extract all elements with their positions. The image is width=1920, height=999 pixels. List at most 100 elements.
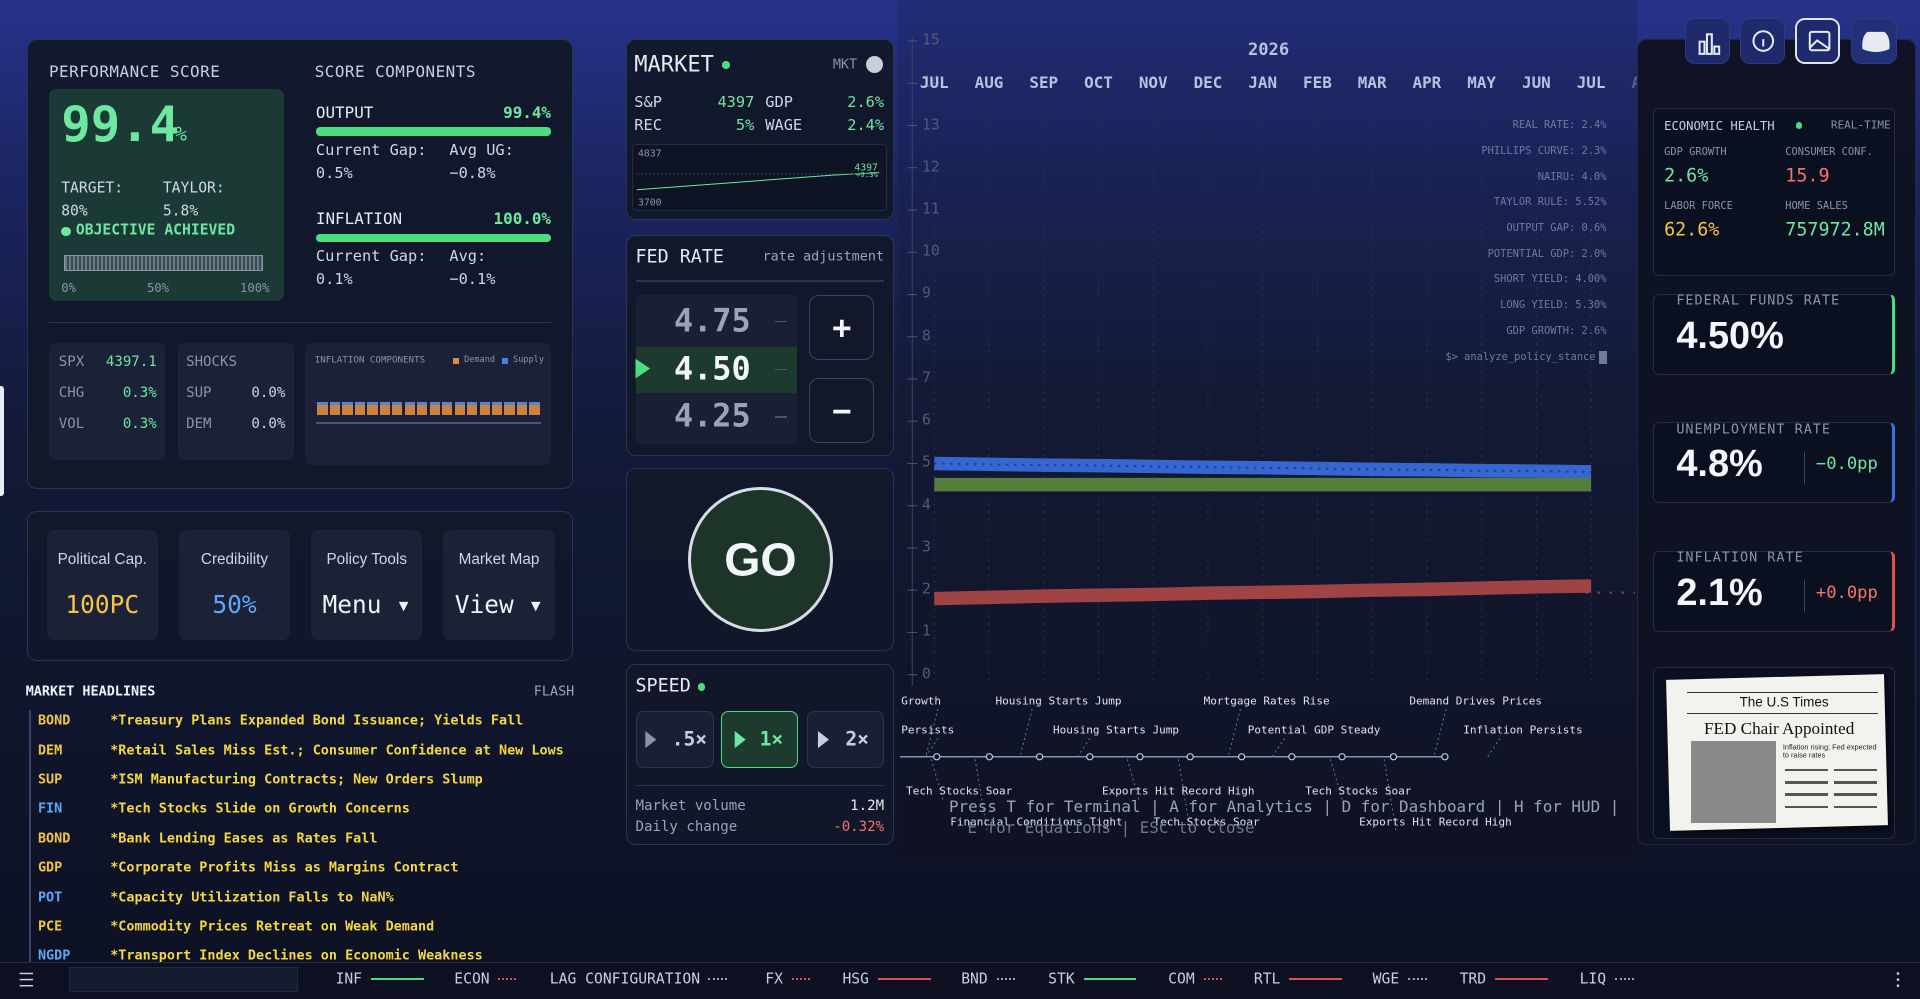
rate-option[interactable]: 4.25 [673,397,751,436]
tile-value[interactable]: 50% [212,589,257,619]
toolbar-button[interactable] [1795,18,1841,64]
scale-label: 50% [146,280,170,295]
tile[interactable] [178,530,291,641]
gap-label: Current Gap: [315,140,427,159]
go-label[interactable]: GO [724,532,797,585]
headline-text[interactable]: *ISM Manufacturing Contracts; New Orders… [110,772,483,788]
bottom-tab[interactable]: STK [1048,970,1075,988]
headlines-badge: FLASH [533,684,575,700]
gap-label: Current Gap: [315,247,427,266]
headline-text[interactable]: *Retail Sales Miss Est.; Consumer Confid… [110,742,564,758]
tile[interactable] [443,530,555,641]
indicator: LONG YIELD: 5.30% [1500,299,1607,312]
toolbar-button[interactable] [1684,18,1731,64]
headline-text[interactable]: *Bank Lending Eases as Rates Fall [110,831,378,847]
go-button[interactable] [688,487,833,632]
headline-text[interactable]: *Transport Index Declines on Economic We… [110,948,483,964]
bottom-tab[interactable]: FX [765,970,783,988]
y-tick-label: 14 [922,73,940,91]
event-connector [1487,738,1501,758]
rate-option[interactable]: 4.50 [673,349,751,388]
bottom-tab[interactable]: COM [1168,970,1195,988]
stat-label: CHG [58,384,85,401]
headline-text[interactable]: *Corporate Profits Miss as Margins Contr… [110,860,459,876]
bottom-tab[interactable]: LAG CONFIGURATION [549,970,701,988]
legend-label: Demand [464,355,496,366]
increase-label[interactable]: + [832,308,852,347]
newspaper-headline: FED Chair Appointed [1704,718,1855,738]
tab-indicator [1615,978,1634,981]
speed-label[interactable]: 2× [845,727,869,751]
mini-bar [417,401,428,416]
avg-value: −0.8% [449,164,496,183]
component-bar [315,127,551,136]
masthead-rule [1687,712,1879,714]
y-tick-label: 2 [922,580,931,598]
newspaper-line [1785,793,1829,796]
y-tick-label: 13 [922,116,940,134]
bottom-tab[interactable]: TRD [1459,970,1487,988]
event-connector [1227,708,1241,757]
bottom-tab[interactable]: INF [335,970,363,988]
spark-last: 4397 [854,162,878,174]
divider [635,280,885,282]
headline-text[interactable]: *Capacity Utilization Falls to NaN% [110,889,394,905]
indicator: SHORT YIELD: 4.00% [1493,273,1607,286]
bottom-tab[interactable]: ECON [454,970,490,988]
toolbar-button[interactable] [1851,18,1897,64]
event-connector [1271,738,1285,758]
bottom-tab[interactable]: LIQ [1579,970,1607,988]
newspaper-line [1834,805,1878,809]
x-tick-label: JUL [919,73,949,93]
shocks-box [177,342,294,461]
increase-button[interactable] [809,295,875,360]
market-label: S&P [634,93,662,112]
x-tick-label: JAN [1248,73,1278,93]
stat-label: VOL [58,415,85,432]
bottom-tab[interactable]: BND [961,970,988,988]
y-tick-label: 6 [922,411,931,429]
change-value: -0.32% [833,818,885,835]
masthead-rule [1687,691,1879,694]
rate-card-value: 4.8% [1676,443,1763,486]
speed-label[interactable]: .5× [671,727,708,751]
market-label: GDP [765,93,793,112]
newspaper-photo [1691,740,1776,823]
rate-dash [775,416,788,418]
legend-label: Supply [513,355,544,366]
tile-label: Market Map [458,550,540,568]
sparkline-box [631,144,887,211]
panel-title: ECONOMIC HEALTH [1664,119,1775,134]
speed-button[interactable] [721,711,799,768]
y-tick-label: 11 [922,200,940,218]
x-tick-label: MAY [1467,73,1496,93]
toolbar-button[interactable] [1740,18,1786,64]
masthead: The U.S Times [1739,693,1829,709]
tab-indicator [1495,978,1548,981]
tile-value[interactable]: Menu ▾ [322,589,411,619]
bottom-tab[interactable]: HSG [842,970,869,988]
headline-text[interactable]: *Tech Stocks Slide on Growth Concerns [110,801,410,817]
tile-value[interactable]: 100PC [65,589,140,619]
decrease-label[interactable]: − [832,391,852,430]
mini-bar [317,401,328,416]
headline-tag: POT [37,889,63,905]
bottom-tab[interactable]: WGE [1372,970,1400,988]
tile[interactable] [311,530,423,641]
mini-bar [516,401,528,416]
headline-text[interactable]: *Treasury Plans Expanded Bond Issuance; … [110,713,524,729]
series-line [934,579,1592,606]
speed-label[interactable]: 1× [759,727,784,751]
tile-value[interactable]: View ▾ [454,589,544,619]
mini-axis [315,422,542,424]
rate-option[interactable]: 4.75 [673,301,751,340]
tab-indicator [708,978,727,981]
tile[interactable] [46,530,158,641]
rate-dash [775,368,788,370]
headline-text[interactable]: *Commodity Prices Retreat on Weak Demand [110,919,435,935]
stat-value: 0.3% [122,384,157,401]
decrease-button[interactable] [809,378,875,444]
bottom-tab[interactable]: RTL [1253,970,1281,988]
command-input[interactable] [68,967,298,992]
tab-indicator [791,978,811,981]
